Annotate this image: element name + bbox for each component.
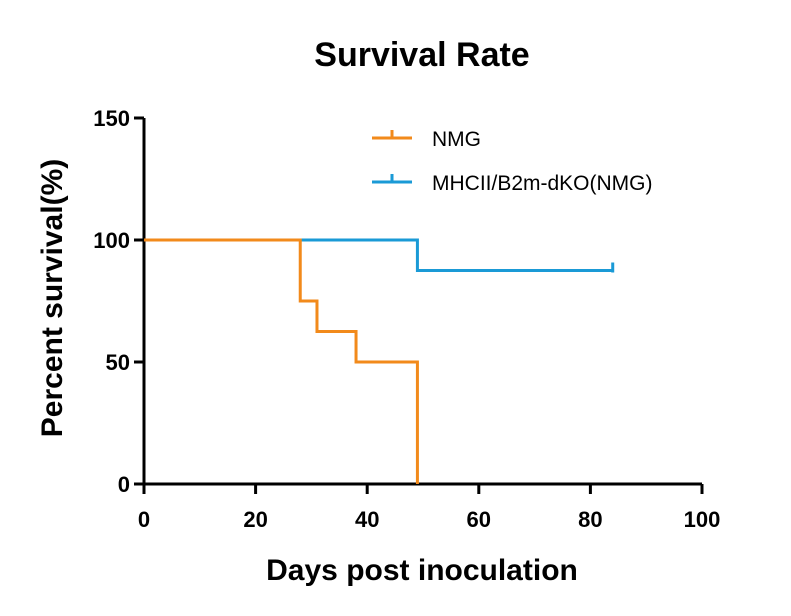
x-tick-label: 80 (578, 507, 602, 532)
x-axis-label: Days post inoculation (266, 554, 578, 587)
y-tick-label: 50 (106, 350, 130, 375)
x-tick-label: 20 (243, 507, 267, 532)
y-tick-label: 150 (93, 106, 130, 131)
legend: NMG MHCII/B2m-dKO(NMG) (372, 128, 653, 195)
x-tick-label: 0 (138, 507, 150, 532)
series-line-1 (144, 238, 613, 272)
chart-title: Survival Rate (314, 36, 529, 74)
axes (142, 118, 702, 486)
x-tick-label: 60 (467, 507, 491, 532)
x-tick-label: 40 (355, 507, 379, 532)
y-tick-label: 100 (93, 228, 130, 253)
series-line-0 (144, 238, 419, 484)
x-tick-label: 100 (684, 507, 721, 532)
legend-label: MHCII/B2m-dKO(NMG) (432, 172, 653, 195)
legend-label: NMG (432, 128, 481, 151)
y-axis-label: Percent survival(%) (36, 159, 69, 437)
y-tick-label: 0 (118, 472, 130, 497)
